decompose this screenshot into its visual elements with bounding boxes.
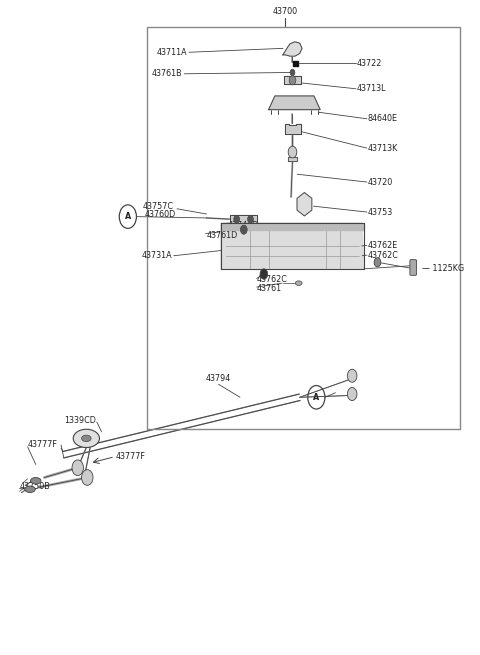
FancyBboxPatch shape [410, 259, 417, 275]
Circle shape [234, 215, 240, 223]
Polygon shape [283, 42, 302, 56]
Text: 43761D: 43761D [206, 231, 238, 240]
Polygon shape [230, 215, 257, 223]
Text: 43700: 43700 [273, 7, 298, 16]
Circle shape [348, 369, 357, 383]
Text: 43731A: 43731A [142, 252, 172, 260]
Circle shape [290, 69, 295, 76]
Ellipse shape [31, 477, 41, 484]
Polygon shape [221, 223, 364, 230]
Polygon shape [284, 76, 300, 84]
Text: 43720: 43720 [368, 178, 393, 187]
Text: 43760D: 43760D [144, 210, 176, 219]
Text: 43713L: 43713L [357, 84, 386, 93]
Text: 43762E: 43762E [368, 241, 398, 250]
Circle shape [348, 388, 357, 401]
Text: 43757C: 43757C [142, 202, 173, 211]
Text: A: A [125, 212, 131, 221]
Text: 1339CD: 1339CD [64, 417, 96, 425]
Polygon shape [288, 157, 297, 161]
Circle shape [260, 269, 268, 279]
Text: 43762C: 43762C [257, 275, 288, 284]
Bar [147, 28, 459, 428]
Circle shape [374, 257, 381, 267]
Circle shape [82, 470, 93, 485]
Text: 43761B: 43761B [152, 69, 183, 79]
Polygon shape [285, 124, 301, 134]
Ellipse shape [82, 435, 91, 441]
Text: 84640E: 84640E [368, 114, 398, 123]
Circle shape [289, 76, 296, 85]
Circle shape [288, 146, 297, 158]
Circle shape [248, 215, 253, 223]
Text: 43713K: 43713K [368, 143, 398, 153]
Text: 43743D: 43743D [228, 221, 259, 230]
Text: 43711A: 43711A [157, 48, 188, 57]
Text: 43722: 43722 [357, 59, 382, 68]
Ellipse shape [295, 281, 302, 286]
Text: 43794: 43794 [206, 374, 231, 383]
Text: A: A [313, 393, 320, 402]
Polygon shape [221, 223, 364, 269]
Circle shape [72, 460, 84, 476]
Text: 43777F: 43777F [28, 440, 58, 449]
Ellipse shape [25, 486, 35, 493]
Circle shape [240, 225, 247, 234]
Text: 43762C: 43762C [368, 251, 399, 259]
Text: 43777F: 43777F [116, 452, 146, 461]
Ellipse shape [73, 429, 99, 447]
Text: — 1125KG: — 1125KG [422, 265, 465, 273]
Polygon shape [269, 96, 320, 109]
Text: 43761: 43761 [257, 284, 282, 293]
Text: 43753: 43753 [368, 208, 393, 217]
Text: 43750B: 43750B [20, 482, 50, 491]
Bar [293, 61, 298, 66]
